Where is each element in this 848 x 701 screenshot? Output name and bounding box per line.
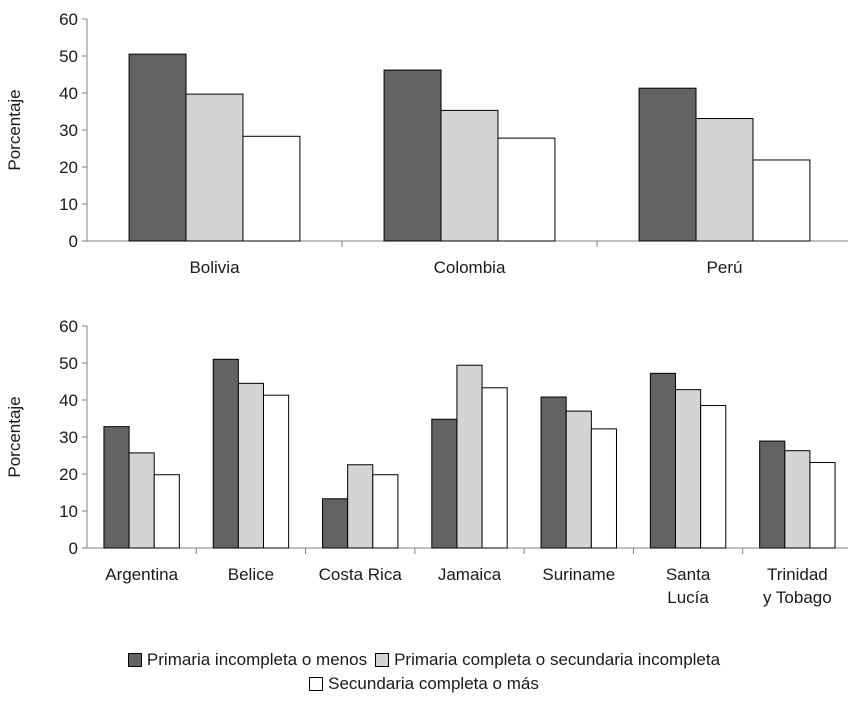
legend-swatch-dark (127, 653, 142, 667)
legend-row-2: Secundaria completa o más (0, 672, 848, 696)
bar (262, 394, 290, 549)
bar (431, 418, 458, 549)
category-label: Trinidad (767, 565, 828, 584)
legend-item-primaria-incompleta: Primaria incompleta o menos (127, 650, 368, 670)
bar (128, 53, 187, 242)
y-tick-label: 60 (59, 10, 78, 29)
bar (700, 405, 727, 549)
y-axis-label: Porcentaje (5, 89, 24, 170)
legend-item-secundaria-completa: Secundaria completa o más (309, 674, 539, 694)
bar (590, 428, 617, 549)
bar (383, 69, 442, 242)
y-tick-label: 0 (69, 232, 78, 251)
legend-swatch-white (309, 677, 324, 691)
y-tick-label: 30 (59, 121, 78, 140)
y-tick-label: 10 (59, 502, 78, 521)
legend-item-primaria-completa: Primaria completa o secundaria incomplet… (375, 650, 720, 670)
bar (103, 426, 130, 549)
legend-swatch-light (375, 653, 390, 667)
y-tick-label: 60 (59, 317, 78, 336)
bar (481, 387, 508, 549)
y-tick-label: 10 (59, 195, 78, 214)
bar (322, 498, 349, 549)
y-tick-label: 40 (59, 84, 78, 103)
chart-top-panel: 0 10 20 30 40 50 60 Porcentaje Bolivia Colombia Pe… (5, 10, 848, 277)
bar (752, 159, 811, 242)
y-tick-label: 40 (59, 391, 78, 410)
y-tick-label: 50 (59, 354, 78, 373)
bar (540, 396, 567, 549)
legend-label: Secundaria completa o más (328, 674, 539, 693)
category-label: Costa Rica (319, 565, 403, 584)
y-tick-label: 30 (59, 428, 78, 447)
category-label: Suriname (542, 565, 615, 584)
category-label: Santa (666, 565, 711, 584)
bar (242, 135, 301, 242)
bar (649, 372, 677, 549)
bar (440, 109, 499, 242)
legend: Primaria incompleta o menos Primaria com… (0, 648, 848, 696)
bar (695, 118, 754, 242)
bar (809, 462, 836, 549)
bar (372, 474, 399, 549)
category-label: y Tobago (763, 588, 832, 607)
bar (153, 474, 180, 549)
bar (784, 450, 811, 549)
bar (347, 464, 374, 549)
bar (497, 137, 556, 242)
category-label: Bolivia (189, 258, 240, 277)
bar (212, 358, 239, 549)
y-tick-label: 20 (59, 465, 78, 484)
bar (759, 440, 786, 549)
bar (565, 410, 592, 549)
y-axis-label: Porcentaje (5, 396, 24, 477)
bar (638, 87, 697, 242)
category-label: Lucía (667, 588, 709, 607)
y-tick-label: 0 (69, 539, 78, 558)
bar (456, 364, 483, 549)
chart-figure: 0 10 20 30 40 50 60 Porcentaje Bolivia Colombia Pe… (5, 10, 848, 607)
y-tick-label: 50 (59, 47, 78, 66)
legend-label: Primaria completa o secundaria incomplet… (394, 650, 721, 669)
legend-label: Primaria incompleta o menos (146, 650, 368, 669)
chart-bottom-panel: 0 10 20 30 40 50 60 Porcentaje Argentina Belice Co… (5, 317, 848, 607)
bar (675, 389, 702, 549)
bar (128, 452, 155, 549)
legend-row-1: Primaria incompleta o menos Primaria com… (0, 648, 848, 672)
category-label: Colombia (434, 258, 506, 277)
category-label: Perú (707, 258, 743, 277)
y-tick-label: 20 (59, 158, 78, 177)
bar (185, 93, 244, 242)
bar (237, 382, 264, 549)
category-label: Belice (228, 565, 274, 584)
category-label: Jamaica (438, 565, 502, 584)
category-label: Argentina (105, 565, 178, 584)
